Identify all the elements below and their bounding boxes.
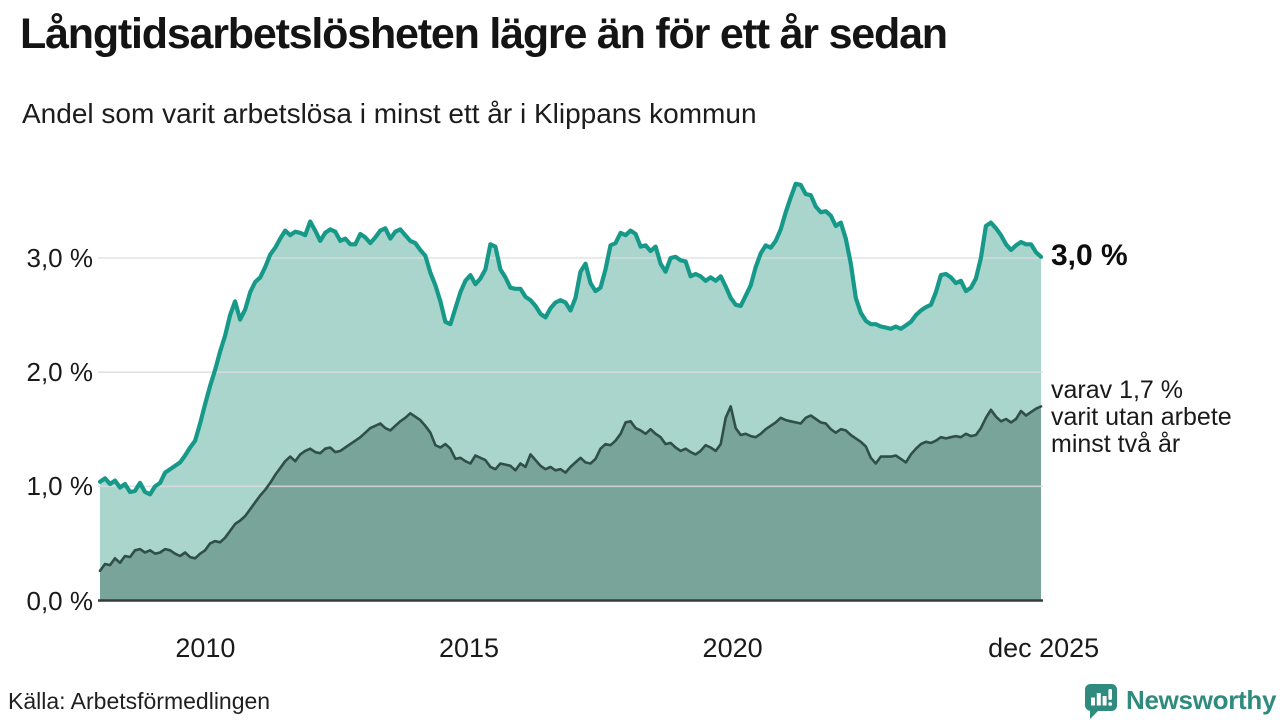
series-area-min-two-years [100, 406, 1041, 601]
x-tick-label: 2020 [702, 633, 763, 663]
y-tick-label: 3,0 % [26, 242, 94, 273]
end-note-line: varit utan arbete [1051, 403, 1232, 431]
page-title: Långtidsarbetslösheten lägre än för ett … [20, 10, 948, 58]
y-tick-label: 1,0 % [26, 471, 94, 502]
brand-logo: Newsworthy [1085, 684, 1276, 720]
x-tick-label: 2015 [438, 633, 500, 663]
x-tick-label: dec 2025 [988, 633, 1100, 663]
x-tick-label: 2010 [175, 633, 236, 663]
source-attribution: Källa: Arbetsförmedlingen [8, 688, 271, 714]
series-end-value-label: 3,0 % [1051, 239, 1128, 272]
newsworthy-icon [1085, 684, 1117, 719]
series-end-note-label: varav 1,7 % varit utan arbete minst två … [1051, 377, 1232, 458]
end-note-line: minst två år [1051, 430, 1181, 458]
end-note-line: varav 1,7 % [1051, 376, 1184, 404]
y-tick-label: 2,0 % [26, 357, 94, 388]
series-line-min-two-years [98, 405, 1043, 573]
series-line-min-one-year [97, 181, 1044, 497]
brand-name: Newsworthy [1126, 685, 1277, 715]
y-tick-label: 0,0 % [26, 585, 94, 616]
page-subtitle: Andel som varit arbetslösa i minst ett å… [22, 98, 757, 129]
